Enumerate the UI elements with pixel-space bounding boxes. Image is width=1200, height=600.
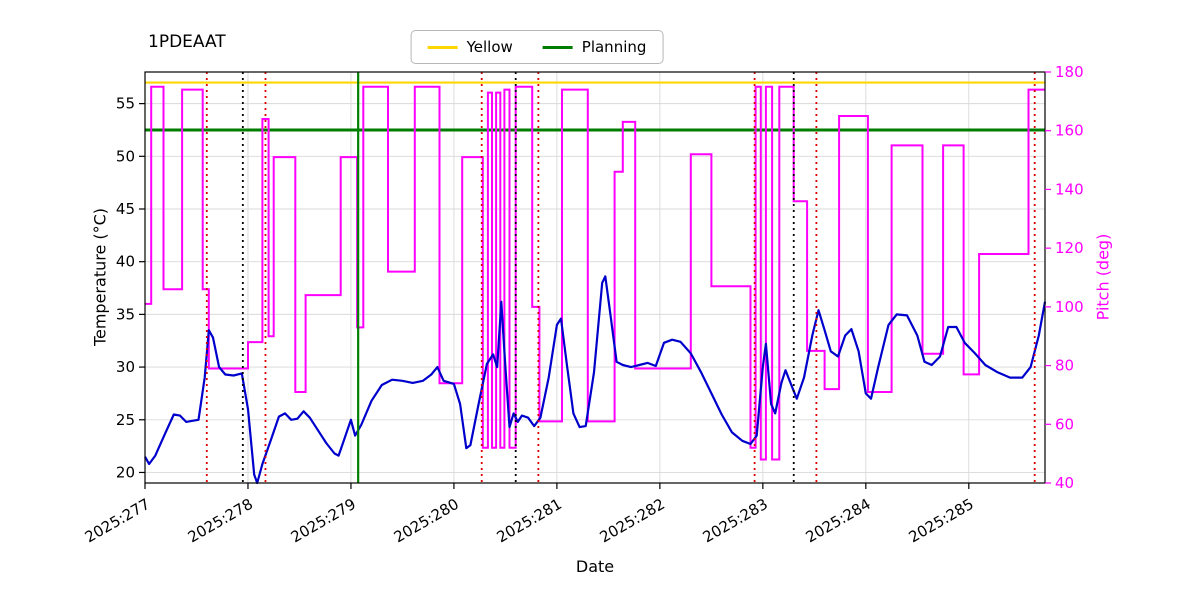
date-tick-label: 2025:283 <box>700 495 771 547</box>
pitch-tick-label: 40 <box>1055 474 1074 492</box>
temperature-tick-label: 25 <box>116 411 135 429</box>
axes-box <box>144 71 1046 484</box>
date-tick-label: 2025:280 <box>391 495 462 547</box>
legend-label-yellow: Yellow <box>466 38 513 56</box>
date-tick-label: 2025:278 <box>185 495 256 547</box>
temperature-tick-label: 20 <box>116 463 135 481</box>
date-tick-label: 2025:279 <box>288 495 359 547</box>
yellow-line-swatch <box>427 45 458 49</box>
pitch-tick-label: 60 <box>1055 415 1074 433</box>
temperature-tick-label: 40 <box>116 253 135 271</box>
date-tick-label: 2025:284 <box>803 495 874 547</box>
pitch-tick-label: 120 <box>1055 239 1084 257</box>
temperature-tick-label: 35 <box>116 305 135 323</box>
pitch-tick-label: 180 <box>1055 63 1084 81</box>
pitch-tick-label: 140 <box>1055 180 1084 198</box>
pitch-line <box>145 85 1045 461</box>
temperature-tick-label: 50 <box>116 147 135 165</box>
temperature-line <box>144 275 1047 485</box>
date-tick-label: 2025:277 <box>82 495 153 547</box>
pitch-tick-label: 80 <box>1055 357 1074 375</box>
chart-title: 1PDEAAT <box>148 32 226 52</box>
legend-label-planning: Planning <box>581 38 647 56</box>
legend-item-yellow: Yellow <box>427 38 513 56</box>
date-tick-label: 2025:281 <box>494 495 565 547</box>
legend: Yellow Planning <box>410 30 664 64</box>
planning-line-swatch <box>542 45 573 49</box>
date-tick-label: 2025:285 <box>906 495 977 547</box>
temperature-tick-label: 45 <box>116 200 135 218</box>
pitch-tick-label: 160 <box>1055 122 1084 140</box>
legend-item-planning: Planning <box>542 38 647 56</box>
date-tick-label: 2025:282 <box>597 495 668 547</box>
x-axis-label: Date <box>575 557 615 576</box>
temperature-tick-label: 55 <box>116 95 135 113</box>
temperature-tick-label: 30 <box>116 358 135 376</box>
pitch-tick-label: 100 <box>1055 298 1084 316</box>
